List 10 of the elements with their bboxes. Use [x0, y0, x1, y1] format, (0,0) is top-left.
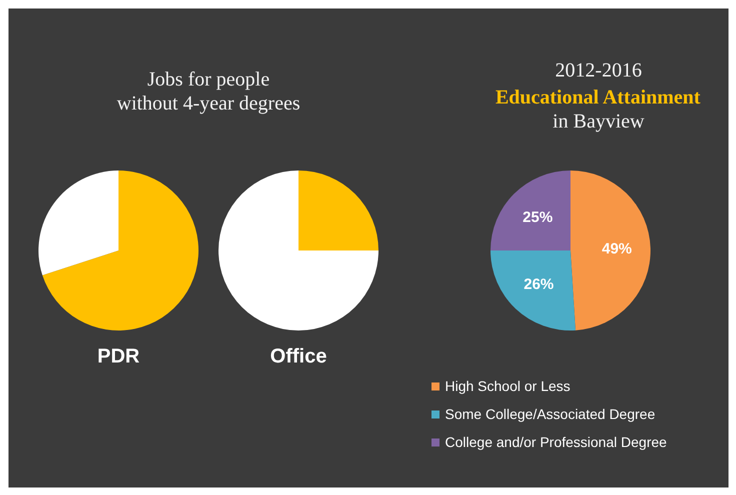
data-label: 25% — [522, 209, 553, 226]
chart-title: 2012-2016 Educational Attainment in Bayview — [495, 60, 701, 132]
data-label: 26% — [524, 276, 554, 293]
legend-label: Some College/Associated Degree — [445, 406, 656, 422]
chart-title: Jobs for people without 4-year degrees — [116, 68, 300, 114]
data-label: 49% — [602, 240, 632, 258]
legend-label: College and/or Professional Degree — [445, 434, 667, 450]
text: PDR — [97, 346, 140, 368]
text: Office — [270, 346, 327, 368]
legend-label: High School or Less — [445, 378, 570, 394]
